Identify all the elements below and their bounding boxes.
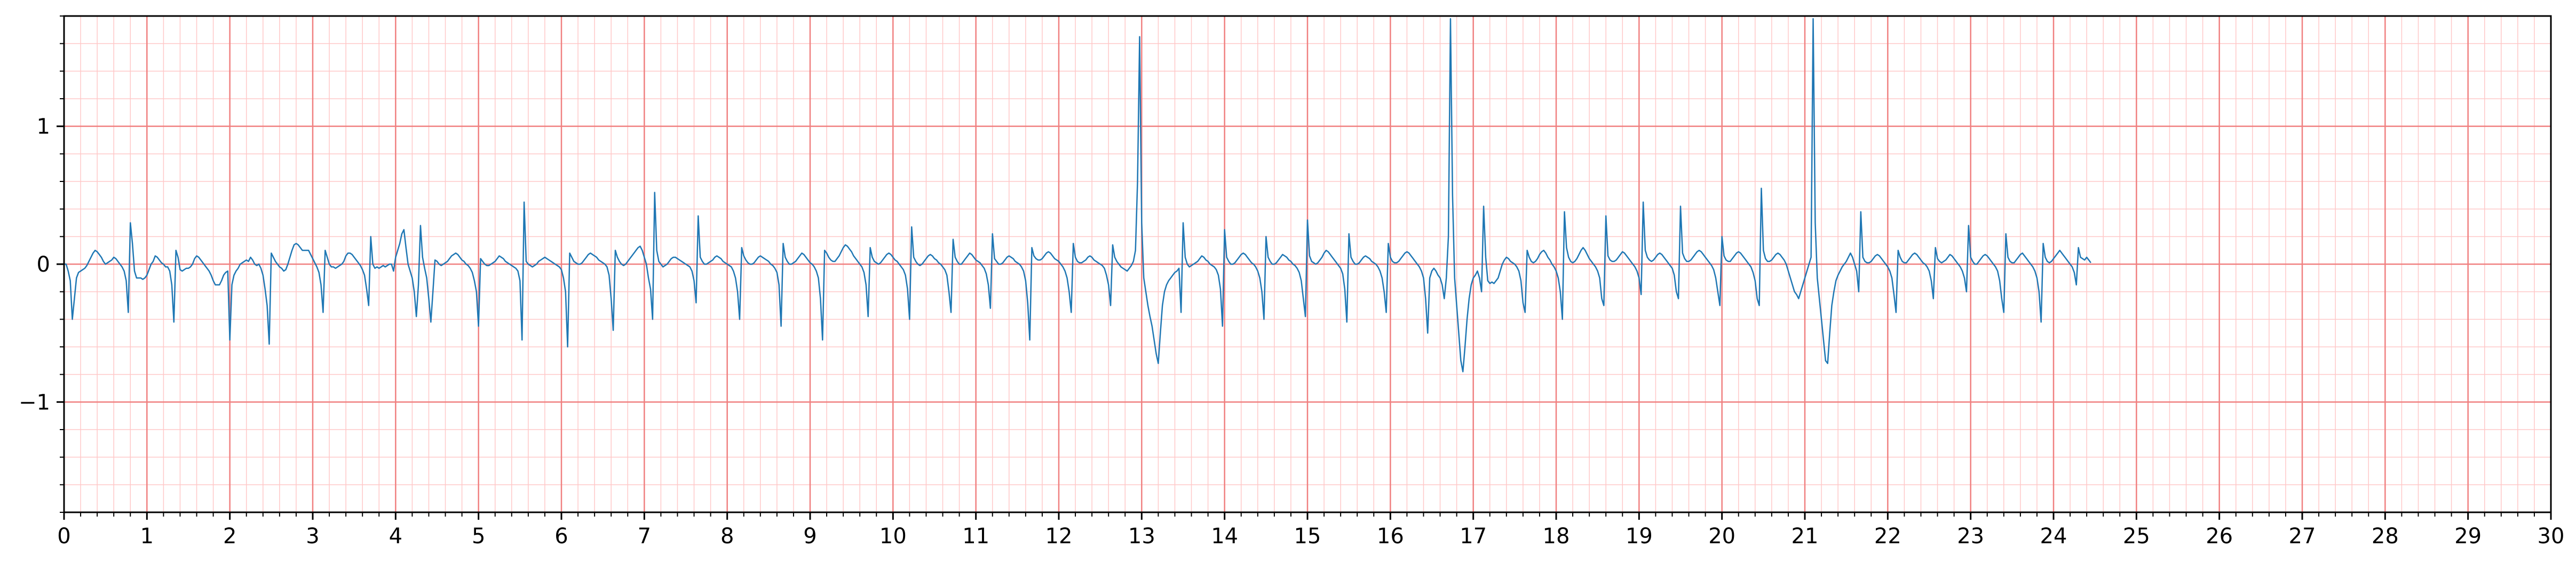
y-tick-label: −1: [19, 390, 50, 415]
y-tick-label: 0: [37, 252, 50, 277]
x-axis-ticks: [63, 512, 2552, 520]
x-tick-label: 25: [2123, 524, 2150, 549]
y-axis-ticks: [57, 15, 64, 513]
x-tick-label: 3: [306, 524, 319, 549]
major-grid: [63, 16, 2552, 512]
x-tick-label: 8: [720, 524, 734, 549]
x-tick-label: 22: [1874, 524, 1901, 549]
x-tick-label: 2: [223, 524, 236, 549]
x-tick-label: 24: [2040, 524, 2067, 549]
x-tick-label: 10: [879, 524, 907, 549]
x-tick-label: 30: [2538, 524, 2565, 549]
x-tick-label: 27: [2289, 524, 2316, 549]
x-tick-label: 0: [57, 524, 70, 549]
x-tick-label: 17: [1460, 524, 1487, 549]
x-tick-label: 28: [2372, 524, 2399, 549]
x-tick-label: 6: [554, 524, 568, 549]
x-tick-label: 15: [1294, 524, 1321, 549]
y-tick-label: 1: [37, 115, 50, 139]
x-tick-label: 4: [389, 524, 402, 549]
x-tick-label: 19: [1626, 524, 1653, 549]
x-tick-label: 11: [962, 524, 989, 549]
x-tick-label: 23: [1957, 524, 1984, 549]
x-tick-label: 29: [2454, 524, 2482, 549]
x-tick-label: 5: [472, 524, 485, 549]
x-axis-tick-labels: 0 1 2 3 4 5 6 7 8 9 10 11 12 13 14 15 16 17 18 19 20 21 22 23 24…: [57, 524, 2564, 549]
x-tick-label: 1: [140, 524, 154, 549]
ecg-trace-line: [64, 18, 2091, 372]
x-tick-label: 20: [1708, 524, 1735, 549]
x-tick-label: 9: [803, 524, 817, 549]
series-layer: [64, 18, 2091, 372]
x-tick-label: 13: [1128, 524, 1155, 549]
y-axis-tick-labels: 1 0 −1: [19, 115, 50, 415]
x-tick-label: 14: [1211, 524, 1238, 549]
x-tick-label: 12: [1045, 524, 1073, 549]
x-tick-label: 7: [638, 524, 651, 549]
x-tick-label: 16: [1377, 524, 1404, 549]
x-tick-label: 21: [1792, 524, 1819, 549]
x-tick-label: 26: [2206, 524, 2233, 549]
x-tick-label: 18: [1543, 524, 1570, 549]
